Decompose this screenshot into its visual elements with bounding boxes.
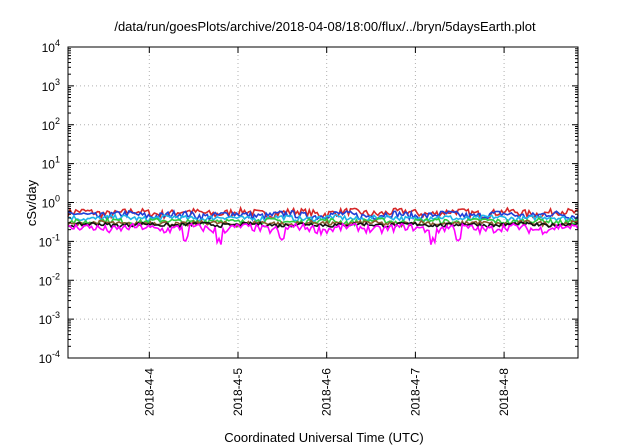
x-tick-label: 2018-4-7 xyxy=(408,368,422,416)
y-tick-label: 101 xyxy=(42,155,60,172)
x-tick-label: 2018-4-4 xyxy=(142,368,156,416)
y-tick-label: 10-1 xyxy=(39,232,60,249)
y-tick-label: 104 xyxy=(42,38,60,55)
y-tick-label: 10-4 xyxy=(39,349,60,366)
x-axis-label: Coordinated Universal Time (UTC) xyxy=(224,430,423,445)
y-tick-label: 100 xyxy=(42,194,60,211)
y-tick-label: 103 xyxy=(42,77,60,94)
series-line xyxy=(67,216,579,228)
y-ticks: 10-4 10-3 10-2 10-1 100 101 102 103 104 xyxy=(39,38,578,366)
series-line xyxy=(67,213,579,225)
y-tick-label: 102 xyxy=(42,116,60,133)
series-line xyxy=(67,222,579,246)
y-tick-label: 10-2 xyxy=(39,271,60,288)
grid xyxy=(68,47,578,358)
x-tick-label: 2018-4-5 xyxy=(231,368,245,416)
x-ticks: 2018-4-4 2018-4-5 2018-4-6 2018-4-7 2018-4-8 xyxy=(142,47,511,416)
y-axis-label: cSv/day xyxy=(24,179,39,226)
y-tick-label: 10-3 xyxy=(39,310,60,327)
x-tick-label: 2018-4-6 xyxy=(320,368,334,416)
series-group xyxy=(67,205,579,246)
chart-title: /data/run/goesPlots/archive/2018-04-08/1… xyxy=(114,19,536,34)
x-tick-label: 2018-4-8 xyxy=(497,368,511,416)
series-line xyxy=(67,221,579,229)
